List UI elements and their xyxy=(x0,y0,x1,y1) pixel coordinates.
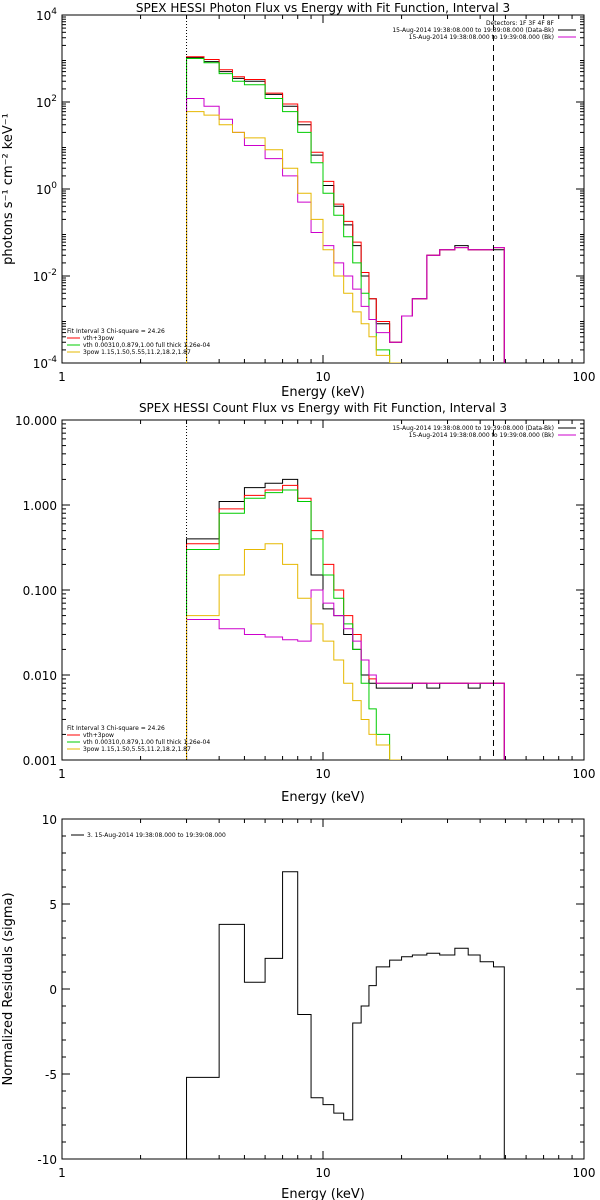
series-line-3 xyxy=(186,489,401,760)
y-tick-label: 0.010 xyxy=(23,669,57,683)
legend-entry: 15-Aug-2014 19:38:08.000 to 19:39:08.000… xyxy=(409,432,554,439)
x-tick-label: 1 xyxy=(58,370,66,384)
x-axis-label: Energy (keV) xyxy=(281,1187,365,1200)
legend-entry: Fit Interval 3 Chi-square = 24.26 xyxy=(67,328,165,335)
y-tick-label: 0.001 xyxy=(23,754,57,768)
series-line-1 xyxy=(186,478,505,760)
series-line-2 xyxy=(186,484,505,760)
x-axis-label: Energy (keV) xyxy=(281,790,365,805)
legend-entry: 3pow 1.15,1.50,5.55,11.2,18.2,1.87 xyxy=(83,746,191,753)
x-axis-label: Energy (keV) xyxy=(281,385,365,400)
legend-entry: 15-Aug-2014 19:38:08.000 to 19:39:08.000… xyxy=(392,27,554,34)
y-tick-label: -10 xyxy=(37,1153,57,1167)
chart-title: SPEX HESSI Count Flux vs Energy with Fit… xyxy=(139,401,507,415)
series-line-1 xyxy=(186,871,505,1159)
y-tick-label: 100 xyxy=(36,181,57,197)
chart-3: 1 10 100 -10 -5 0 5 10 Energy (keV) Normalized Re… xyxy=(1,813,595,1200)
legend-entry: vth+3pow xyxy=(83,335,114,342)
series-line-4 xyxy=(186,98,505,363)
legend-entry: Fit Interval 3 Chi-square = 24.26 xyxy=(67,725,165,732)
x-tick-label: 10 xyxy=(315,767,330,781)
series-line-5 xyxy=(186,111,401,363)
series-line-5 xyxy=(186,543,401,760)
y-tick-label: 104 xyxy=(36,7,57,23)
y-tick-label: 10-4 xyxy=(33,355,58,371)
y-tick-label: 0 xyxy=(49,983,57,997)
legend-entry: 3pow 1.15,1.50,5.55,11.2,18.2,1.87 xyxy=(83,349,191,356)
x-tick-label: 100 xyxy=(573,370,596,384)
legend-entry: vth 0.00310,0.879,1.00 full thick 1.26e-… xyxy=(83,739,210,746)
x-tick-label: 1 xyxy=(58,767,66,781)
y-tick-label: 102 xyxy=(36,94,57,110)
legend-entry: 15-Aug-2014 19:38:08.000 to 19:39:08.000… xyxy=(409,34,554,41)
y-tick-label: 10.000 xyxy=(15,414,57,428)
x-tick-label: 10 xyxy=(315,370,330,384)
series-line-3 xyxy=(186,58,401,363)
y-tick-label: -5 xyxy=(45,1068,57,1082)
series-line-4 xyxy=(186,589,505,760)
x-tick-label: 100 xyxy=(573,1166,596,1180)
y-axis-label: Normalized Residuals (sigma) xyxy=(1,892,16,1085)
chart-1: 1 10 100 10-4 10-2 100 102 104 SPEX HESSI Photon… xyxy=(1,1,595,400)
plot-frame xyxy=(61,818,585,1160)
y-tick-label: 1.000 xyxy=(23,499,57,513)
x-tick-label: 1 xyxy=(58,1166,66,1180)
series-line-2 xyxy=(186,56,505,363)
chart-2: 1 10 100 0.001 0.010 0.100 1.000 10.000 SPEX HES… xyxy=(15,401,595,805)
legend-entry: Detectors: 1F 3F 4F 8F xyxy=(486,20,555,27)
y-tick-label: 0.100 xyxy=(23,584,57,598)
legend-entry: 15-Aug-2014 19:38:08.000 to 19:39:08.000… xyxy=(392,425,554,432)
x-tick-label: 10 xyxy=(315,1166,330,1180)
y-tick-label: 10-2 xyxy=(33,268,57,284)
x-tick-label: 100 xyxy=(573,767,596,781)
chart-title: SPEX HESSI Photon Flux vs Energy with Fi… xyxy=(136,1,510,15)
y-tick-label: 5 xyxy=(49,898,57,912)
series-line-1 xyxy=(186,57,505,363)
legend-entry: vth+3pow xyxy=(83,732,114,739)
legend-entry: vth 0.00310,0.879,1.00 full thick 1.26e-… xyxy=(83,342,210,349)
y-tick-label: 10 xyxy=(42,813,57,827)
y-axis-label: photons s⁻¹ cm⁻² keV⁻¹ xyxy=(1,113,16,265)
legend-entry: 3. 15-Aug-2014 19:38:08.000 to 19:39:08.… xyxy=(87,832,226,839)
